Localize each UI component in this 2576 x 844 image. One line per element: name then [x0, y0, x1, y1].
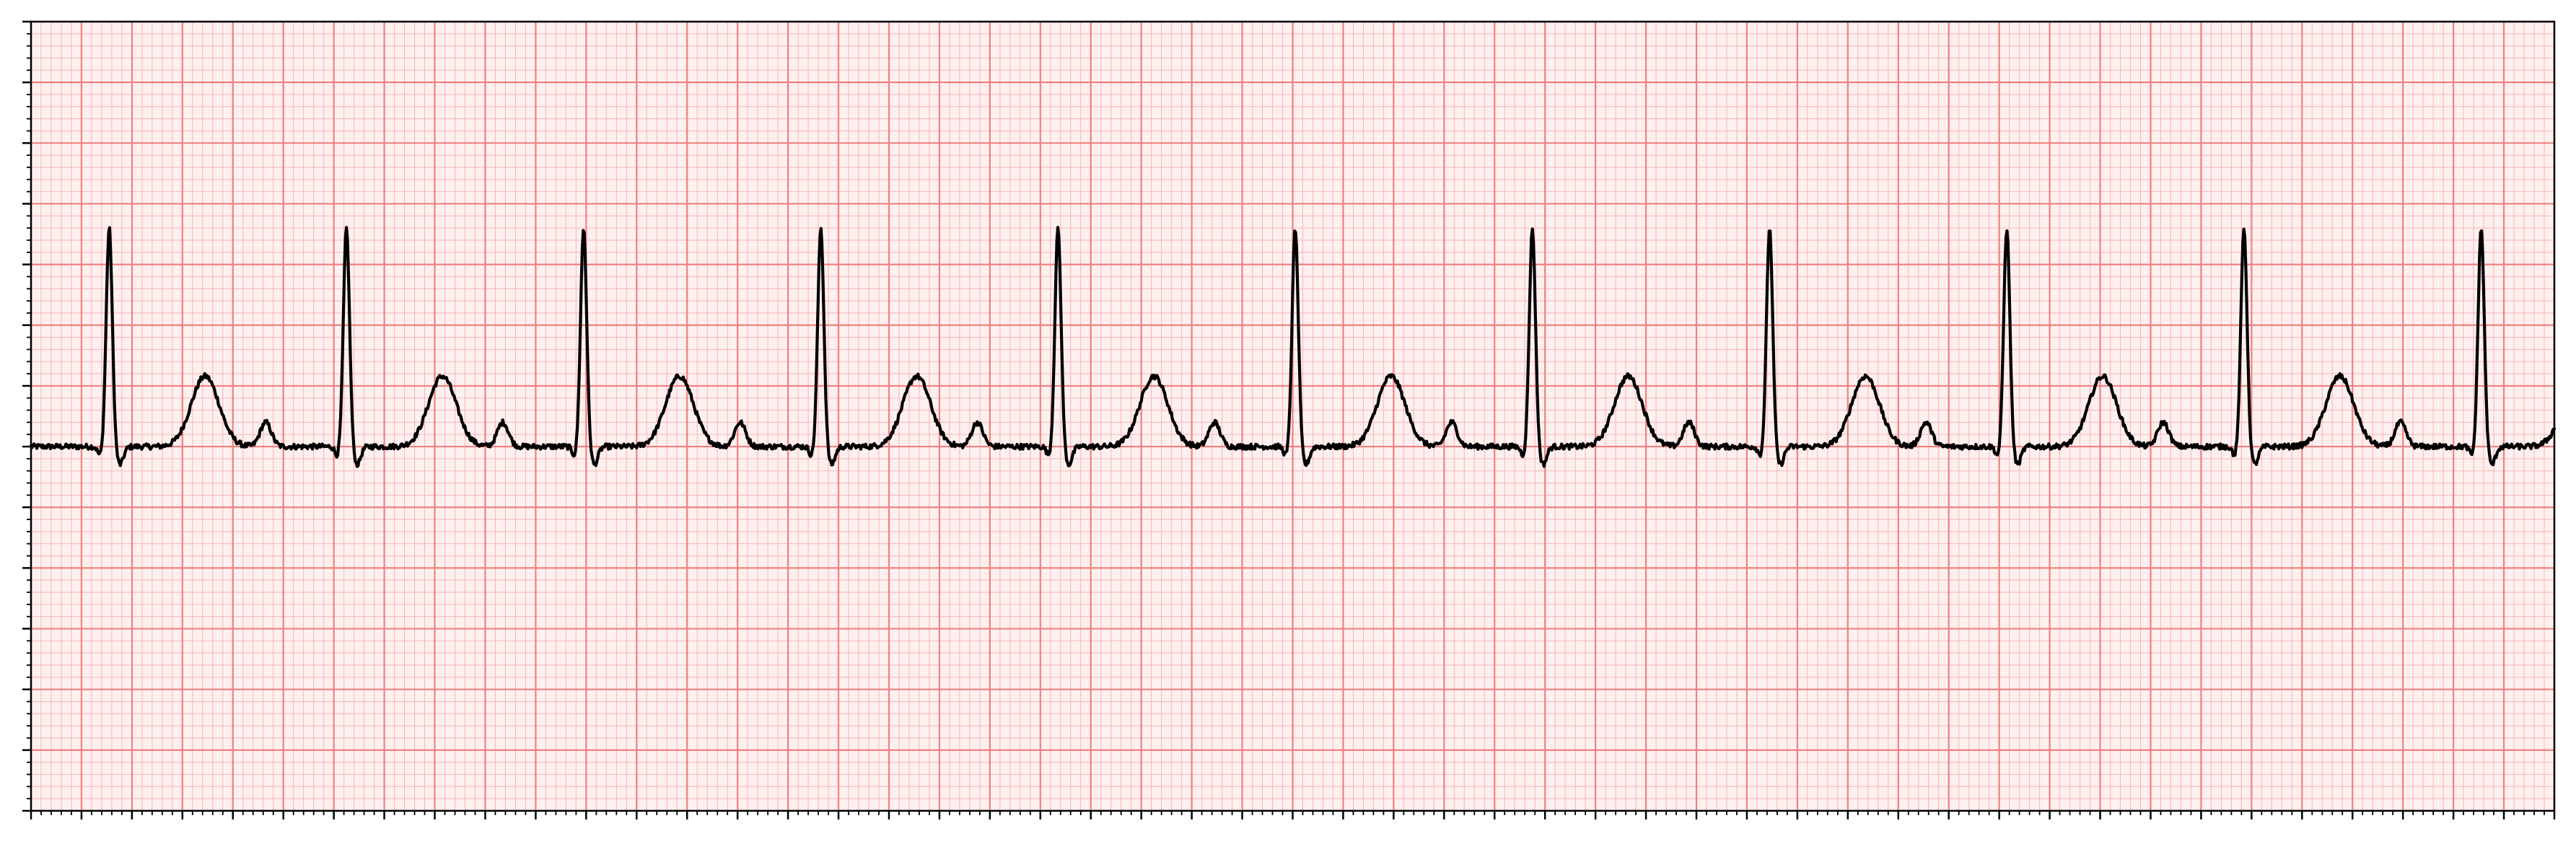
- y-axis-ticks: [22, 20, 31, 812]
- ecg-trace-line: [29, 226, 2557, 468]
- x-axis-ticks: [30, 811, 2556, 819]
